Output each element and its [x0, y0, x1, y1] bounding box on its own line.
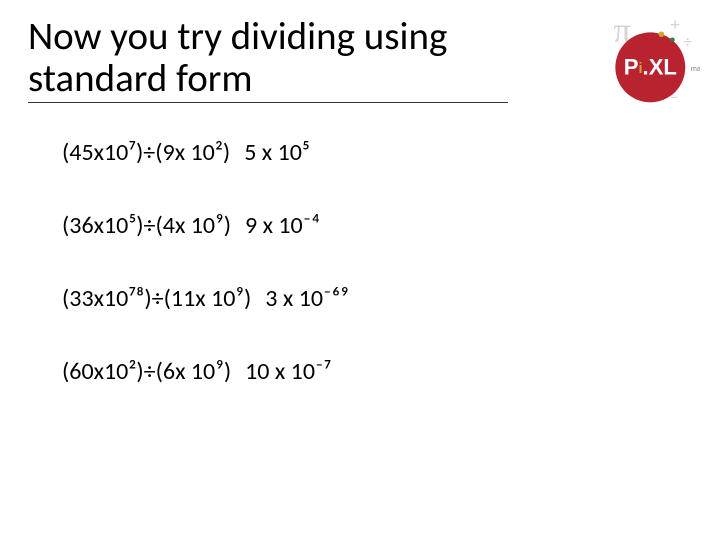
question-text: (45x10⁷)÷(9x 10²)	[62, 138, 230, 167]
svg-text:Pi.XL: Pi.XL	[624, 55, 677, 80]
answer-text: 9 x 10⁻⁴	[245, 211, 320, 240]
problem-row: (33x10⁷⁸)÷(11x 10⁹) 3 x 10⁻⁶⁹	[62, 284, 622, 313]
problem-row: (45x10⁷)÷(9x 10²) 5 x 10⁵	[62, 138, 622, 167]
problems-list: (45x10⁷)÷(9x 10²) 5 x 10⁵ (36x10⁵)÷(4x 1…	[62, 138, 622, 430]
answer-text: 3 x 10⁻⁶⁹	[265, 284, 349, 313]
problem-row: (36x10⁵)÷(4x 10⁹) 9 x 10⁻⁴	[62, 211, 622, 240]
page-title: Now you try dividing using standard form	[28, 16, 508, 100]
logo-subtext: maths	[691, 64, 700, 73]
title-line-2: standard form	[28, 55, 253, 102]
question-text: (33x10⁷⁸)÷(11x 10⁹)	[62, 284, 251, 313]
answer-text: 5 x 10⁵	[244, 138, 310, 167]
question-text: (60x10²)÷(6x 10⁹)	[62, 357, 231, 386]
svg-text:÷: ÷	[683, 32, 691, 52]
svg-text:+: +	[671, 14, 680, 36]
title-line-1: Now you try dividing using	[28, 13, 447, 60]
page-title-wrap: Now you try dividing using standard form	[28, 16, 508, 103]
pixl-logo: π + ÷ − Pi.XL maths	[608, 14, 700, 106]
answer-text: 10 x 10⁻⁷	[245, 357, 331, 386]
problem-row: (60x10²)÷(6x 10⁹) 10 x 10⁻⁷	[62, 357, 622, 386]
question-text: (36x10⁵)÷(4x 10⁹)	[62, 211, 231, 240]
